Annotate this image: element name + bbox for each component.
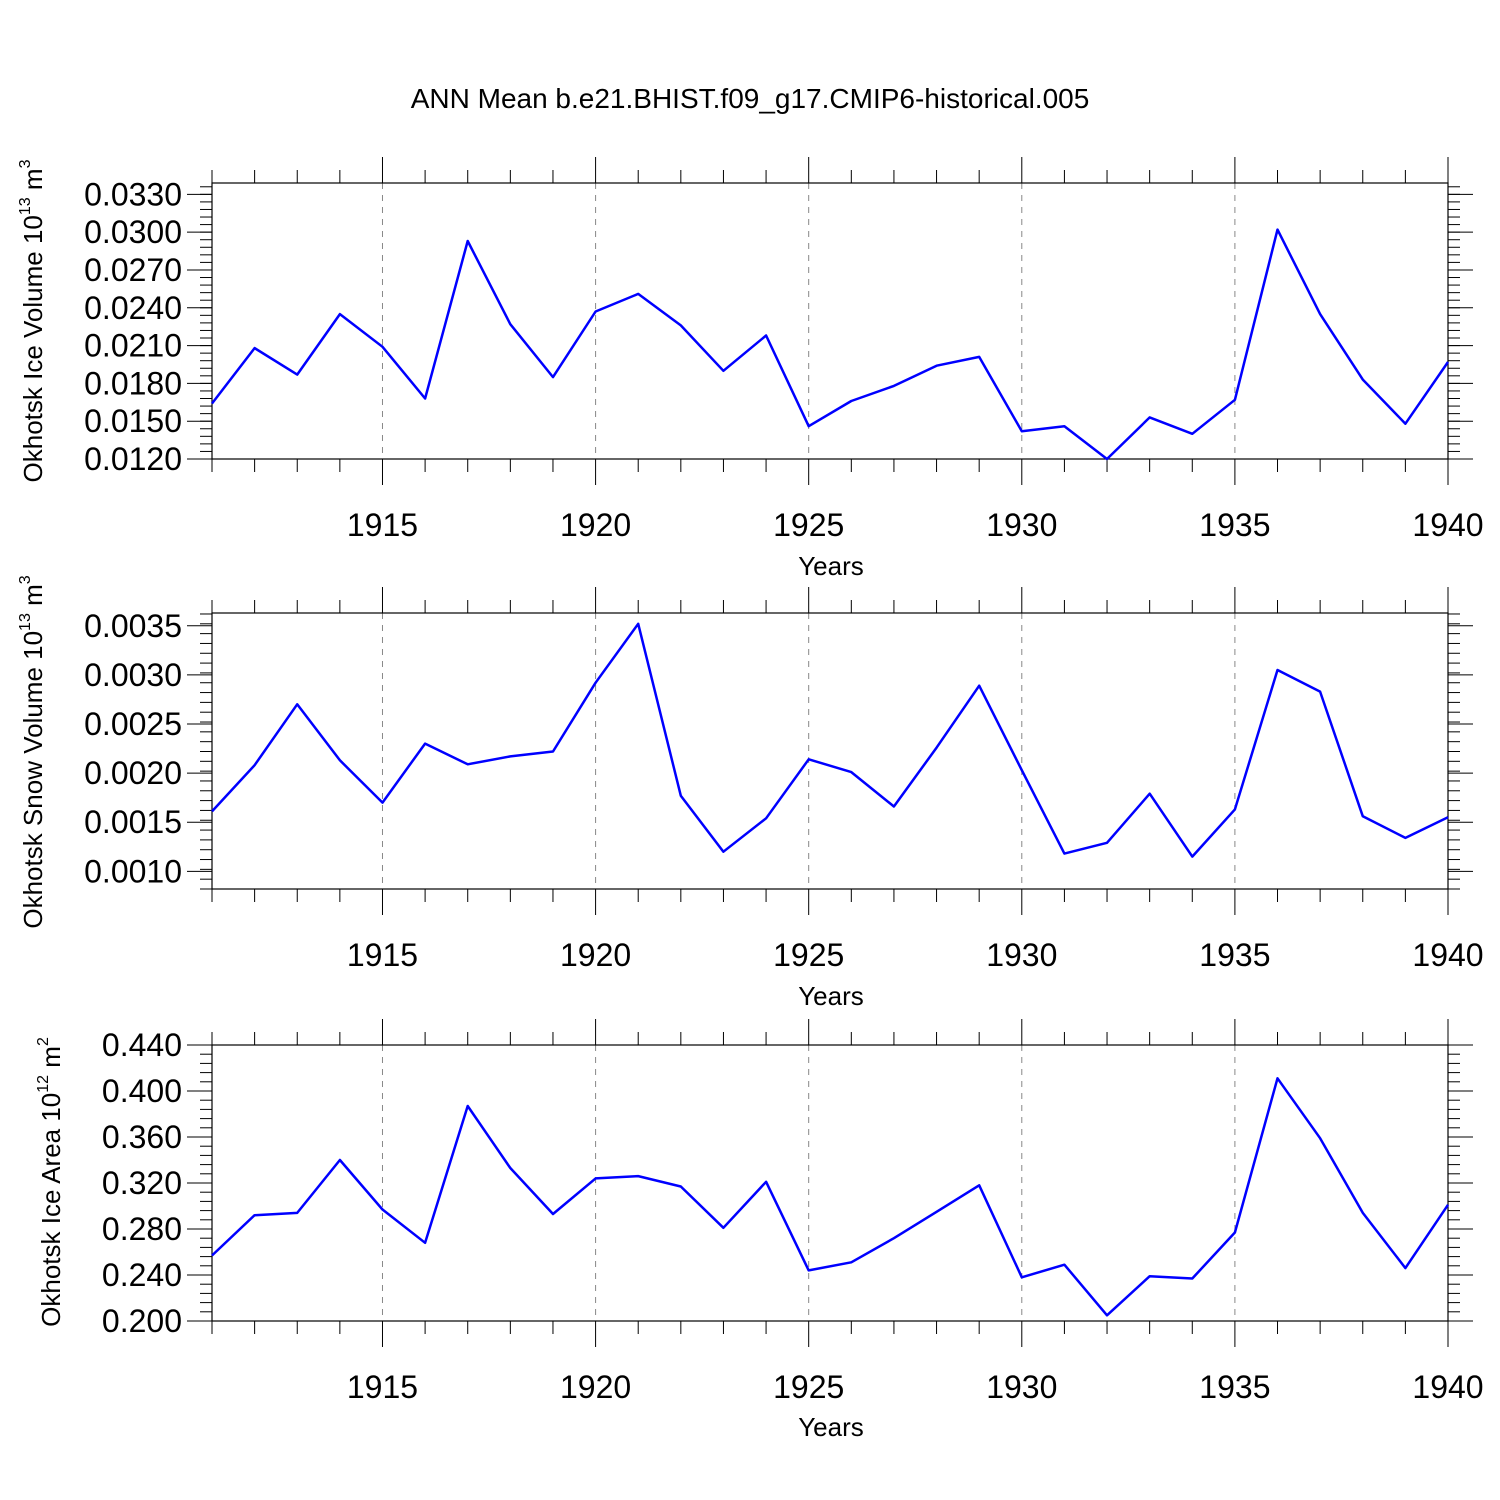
x-tick-label: 1925 xyxy=(773,507,844,543)
y-tick-label: 0.0210 xyxy=(84,328,182,364)
y-tick-label: 0.0300 xyxy=(84,214,182,250)
y-tick-label: 0.0240 xyxy=(84,290,182,326)
y-tick-label: 0.240 xyxy=(102,1257,182,1293)
y-tick-label: 0.0010 xyxy=(84,853,182,889)
x-tick-label: 1940 xyxy=(1412,1369,1483,1405)
plot-frame xyxy=(211,182,1449,460)
x-tick-label: 1915 xyxy=(347,937,418,973)
y-tick-label: 0.0030 xyxy=(84,657,182,693)
y-axis-label: Okhotsk Ice Area 1012 m2 xyxy=(35,1037,66,1327)
y-axis-label: Okhotsk Snow Volume 1013 m3 xyxy=(17,575,48,928)
y-tick-label: 0.400 xyxy=(102,1073,182,1109)
panel-ice-volume: Okhotsk Ice Volume 1013 m3 Years 1915 192… xyxy=(17,157,1484,581)
x-axis-label: Years xyxy=(798,981,864,1011)
y-tick-label: 0.0120 xyxy=(84,441,182,477)
x-axis-label: Years xyxy=(798,551,864,581)
y-tick-label: 0.280 xyxy=(102,1211,182,1247)
x-tick-label: 1915 xyxy=(347,507,418,543)
y-tick-label: 0.0020 xyxy=(84,755,182,791)
panel-ice-area: Okhotsk Ice Area 1012 m2 Years 1915 1920 1… xyxy=(35,1019,1484,1442)
y-tick-label: 0.0035 xyxy=(84,608,182,644)
y-tick-label: 0.0150 xyxy=(84,403,182,439)
figure-title: ANN Mean b.e21.BHIST.f09_g17.CMIP6-histo… xyxy=(411,83,1090,114)
x-tick-label: 1925 xyxy=(773,1369,844,1405)
y-tick-label: 0.440 xyxy=(102,1027,182,1063)
x-tick-label: 1935 xyxy=(1199,937,1270,973)
x-tick-label: 1920 xyxy=(560,937,631,973)
x-tick-label: 1920 xyxy=(560,507,631,543)
y-tick-label: 0.320 xyxy=(102,1165,182,1201)
y-tick-label: 0.0270 xyxy=(84,252,182,288)
y-tick-label: 0.0015 xyxy=(84,804,182,840)
y-tick-label: 0.0025 xyxy=(84,706,182,742)
y-tick-label: 0.360 xyxy=(102,1119,182,1155)
x-tick-label: 1915 xyxy=(347,1369,418,1405)
x-tick-label: 1925 xyxy=(773,937,844,973)
panel-snow-volume: Okhotsk Snow Volume 1013 m3 Years 1915 19… xyxy=(17,575,1484,1011)
x-tick-label: 1930 xyxy=(986,507,1057,543)
y-axis-label: Okhotsk Ice Volume 1013 m3 xyxy=(17,159,48,482)
series-line xyxy=(211,1077,1450,1317)
x-tick-label: 1940 xyxy=(1412,937,1483,973)
x-axis-label: Years xyxy=(798,1412,864,1442)
series-line xyxy=(211,622,1449,858)
y-tick-label: 0.0180 xyxy=(84,365,182,401)
x-tick-label: 1930 xyxy=(986,937,1057,973)
x-tick-label: 1935 xyxy=(1199,507,1270,543)
series-line xyxy=(211,228,1450,461)
x-tick-label: 1930 xyxy=(986,1369,1057,1405)
x-tick-label: 1935 xyxy=(1199,1369,1270,1405)
y-tick-label: 0.200 xyxy=(102,1303,182,1339)
y-tick-label: 0.0330 xyxy=(84,176,182,212)
x-tick-label: 1940 xyxy=(1412,507,1483,543)
x-tick-label: 1920 xyxy=(560,1369,631,1405)
